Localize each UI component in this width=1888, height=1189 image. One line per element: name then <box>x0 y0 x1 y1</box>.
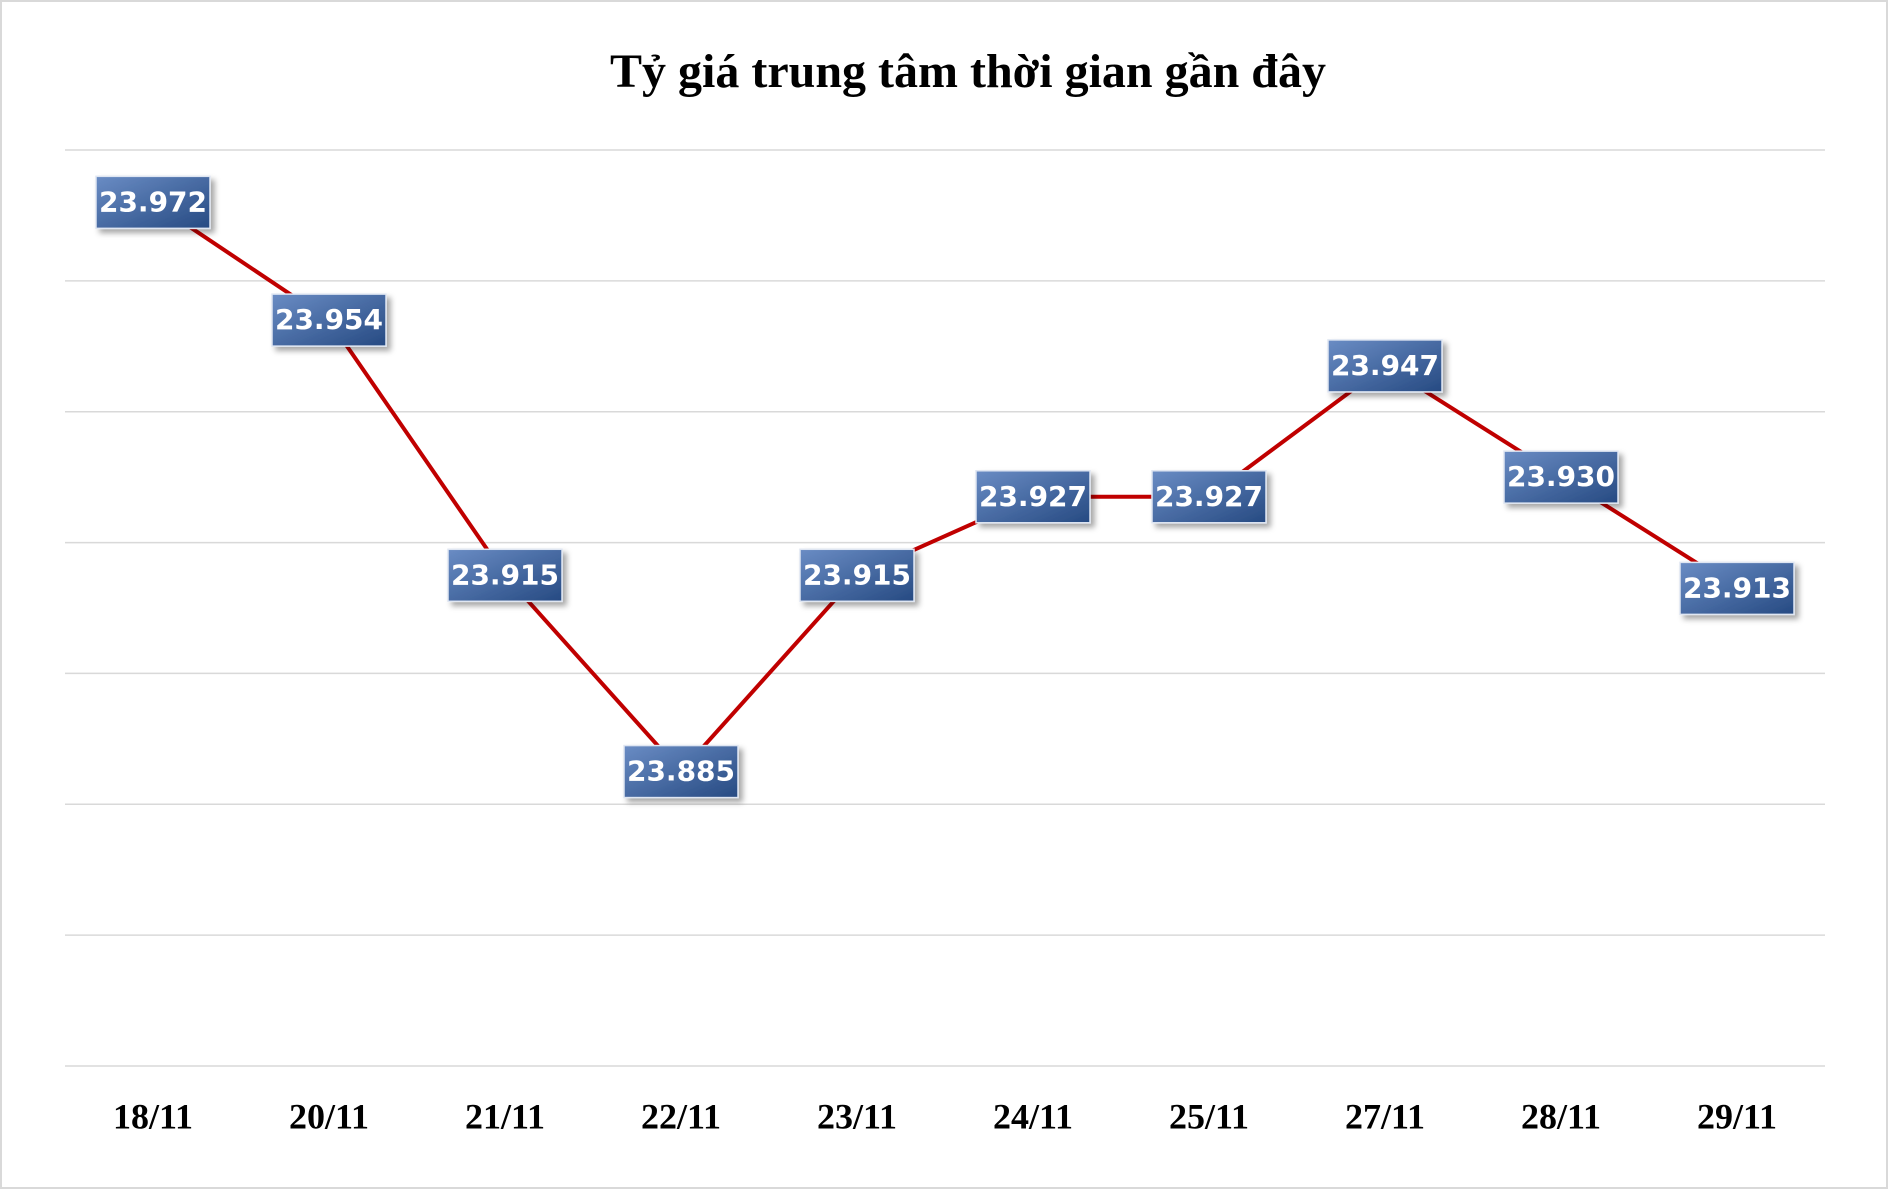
label-background <box>1327 339 1443 393</box>
data-label-box: 23.927 <box>975 470 1091 524</box>
label-background <box>975 470 1091 524</box>
data-label: 23.930 <box>1507 460 1615 493</box>
data-label: 23.927 <box>1155 480 1263 513</box>
data-label-box: 23.927 <box>1151 470 1267 524</box>
label-background <box>1151 470 1267 524</box>
label-background <box>623 744 739 799</box>
data-label: 23.927 <box>979 480 1087 513</box>
x-tick-label: 28/11 <box>1521 1096 1601 1136</box>
data-label-box: 23.930 <box>1503 450 1619 504</box>
x-tick-label: 22/11 <box>641 1096 721 1136</box>
label-background <box>1503 450 1619 504</box>
data-label-box: 23.913 <box>1679 561 1795 616</box>
data-label: 23.947 <box>1331 349 1439 382</box>
data-label: 23.972 <box>99 185 207 218</box>
x-tick-label: 18/11 <box>113 1096 193 1136</box>
x-tick-label: 25/11 <box>1169 1096 1249 1136</box>
chart-title: Tỷ giá trung tâm thời gian gần đây <box>610 45 1326 98</box>
label-background <box>95 175 211 230</box>
data-label-box: 23.915 <box>799 548 915 603</box>
data-label: 23.885 <box>627 755 735 788</box>
data-label-box: 23.947 <box>1327 339 1443 393</box>
x-tick-label: 21/11 <box>465 1096 545 1136</box>
x-tick-label: 24/11 <box>993 1096 1073 1136</box>
label-background <box>271 293 387 347</box>
label-background <box>447 548 563 603</box>
data-label-box: 23.885 <box>623 744 739 799</box>
x-tick-label: 29/11 <box>1697 1096 1777 1136</box>
data-label: 23.915 <box>803 558 911 591</box>
data-label-box: 23.972 <box>95 175 211 230</box>
label-background <box>799 548 915 603</box>
data-label: 23.913 <box>1683 571 1791 604</box>
data-label-box: 23.915 <box>447 548 563 603</box>
line <box>151 200 1739 774</box>
data-label: 23.954 <box>275 303 383 336</box>
x-tick-label: 20/11 <box>289 1096 369 1136</box>
data-label: 23.915 <box>451 558 559 591</box>
x-tick-label: 27/11 <box>1345 1096 1425 1136</box>
data-label-box: 23.954 <box>271 293 387 347</box>
x-tick-label: 23/11 <box>817 1096 897 1136</box>
label-background <box>1679 561 1795 616</box>
